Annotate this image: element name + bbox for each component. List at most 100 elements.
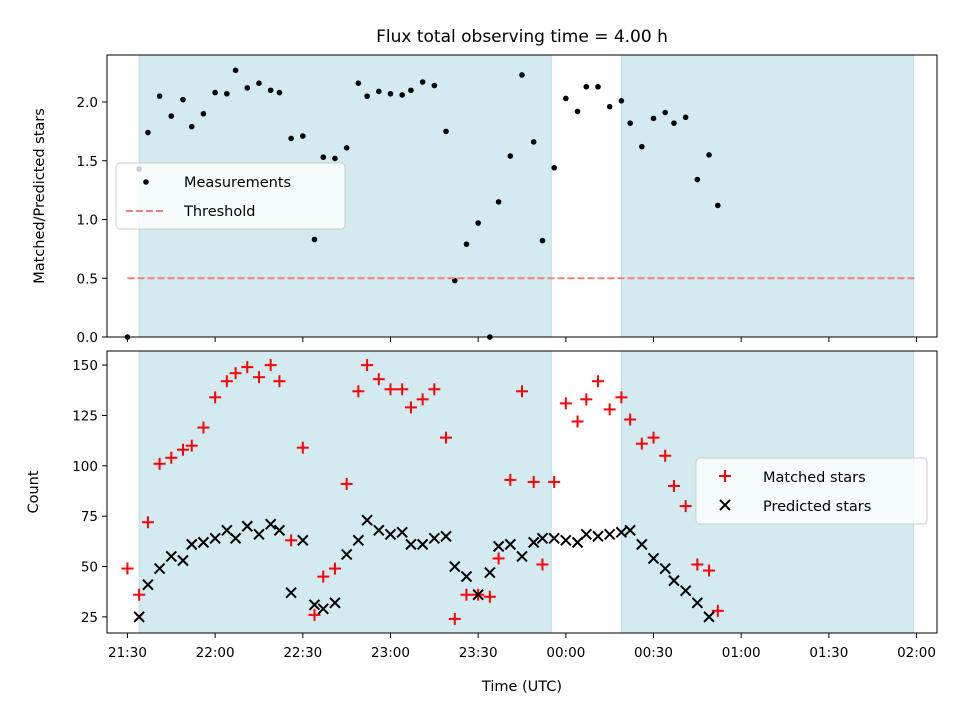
matched-star-point <box>548 475 561 488</box>
matched-star-point <box>591 375 604 388</box>
top-shaded-intervals <box>138 54 915 338</box>
predicted-star-point <box>484 566 496 579</box>
predicted-star-point <box>571 536 584 549</box>
measurement-point <box>244 85 251 91</box>
predicted-star-point <box>153 562 166 575</box>
matched-star-point <box>285 534 298 547</box>
top-y-tick-label: 2.0 <box>77 95 98 111</box>
measurement-point <box>682 114 689 121</box>
matched-star-point <box>340 477 353 490</box>
matched-star-point <box>516 385 528 398</box>
measurement-point <box>694 176 701 183</box>
predicted-star-point <box>592 530 604 543</box>
predicted-star-point <box>340 548 353 561</box>
measurement-point <box>639 143 645 150</box>
matched-star-point <box>580 393 593 406</box>
matched-star-point <box>241 361 254 374</box>
measurement-point <box>671 120 677 126</box>
predicted-star-point <box>352 534 365 547</box>
matched-star-point <box>384 383 397 396</box>
measurement-point <box>267 87 274 94</box>
predicted-star-point <box>209 532 221 545</box>
matched-star-point <box>711 604 724 617</box>
measurement-point <box>431 82 438 89</box>
matched-star-point <box>571 415 584 428</box>
predicted-star-point <box>416 538 429 551</box>
top-marks <box>124 67 917 340</box>
matched-star-point <box>615 391 628 404</box>
predicted-star-point <box>504 538 517 551</box>
matched-star-point <box>229 367 242 380</box>
measurement-point <box>355 80 362 86</box>
matched-star-point <box>317 570 330 583</box>
x-tick-label: 23:00 <box>371 645 410 661</box>
matched-star-point <box>185 439 198 452</box>
predicted-star-point <box>679 584 692 597</box>
measurement-point <box>408 87 414 94</box>
measurement-point <box>256 80 262 86</box>
measurement-point <box>156 93 163 99</box>
matched-star-point <box>536 558 549 571</box>
bottom-y-tick-label: 100 <box>72 459 98 475</box>
bottom-shaded-interval <box>138 350 552 634</box>
x-tick-label: 02:00 <box>897 645 936 661</box>
predicted-star-point <box>253 528 265 541</box>
matched-star-point <box>264 359 277 372</box>
legend-predicted-marker <box>719 499 731 511</box>
matched-star-point <box>133 588 146 601</box>
matched-star-point <box>504 473 517 486</box>
predicted-star-point <box>384 528 397 541</box>
predicted-star-point <box>405 538 417 551</box>
predicted-star-point <box>647 552 660 565</box>
top-legend-box <box>115 162 346 230</box>
measurement-point <box>320 154 327 161</box>
measurement-point <box>332 155 338 162</box>
matched-star-point <box>176 443 189 456</box>
legend-threshold-label: Threshold <box>183 204 255 220</box>
measurement-point <box>212 89 218 96</box>
top-plot-frame <box>106 54 938 338</box>
x-tick-label: 00:30 <box>634 645 673 661</box>
measurement-point <box>650 115 657 122</box>
measurement-point <box>539 237 546 244</box>
predicted-star-point <box>580 528 593 541</box>
matched-star-point <box>141 516 154 529</box>
x-tick-label: 01:00 <box>722 645 761 661</box>
measurement-point <box>574 108 581 115</box>
matched-star-point <box>460 588 473 601</box>
predicted-star-point <box>472 589 484 601</box>
predicted-star-point <box>460 570 473 583</box>
legend-matched-marker <box>719 470 731 482</box>
measurement-point <box>224 90 230 97</box>
measurement-point <box>419 79 426 85</box>
measurement-point <box>232 67 239 74</box>
x-tick-label: 22:30 <box>283 645 322 661</box>
measurement-point <box>715 202 721 209</box>
matched-star-point <box>492 552 505 565</box>
measurement-point <box>364 93 370 99</box>
bottom-plot-frame <box>106 350 938 634</box>
measurement-point <box>288 135 294 142</box>
measurement-point <box>627 120 633 126</box>
predicted-star-point <box>560 534 572 547</box>
measurement-point <box>399 92 405 98</box>
measurement-point <box>595 83 601 90</box>
matched-star-point <box>121 562 134 575</box>
bottom-panel: 25 50 75 100 125 150 21:30 22:00 22:30 23:00 23:30… <box>26 350 938 695</box>
top-y-tick-label: 0.5 <box>77 271 98 287</box>
predicted-star-point <box>603 528 616 541</box>
matched-star-point <box>153 457 166 470</box>
predicted-star-point <box>285 587 297 599</box>
predicted-star-point <box>703 611 715 623</box>
matched-star-point <box>404 401 417 414</box>
predicted-star-point <box>440 530 452 543</box>
predicted-star-point <box>273 524 286 536</box>
predicted-star-point <box>142 578 154 591</box>
top-y-axis-label: Matched/Predicted stars <box>32 108 48 284</box>
bottom-marks <box>121 359 724 625</box>
matched-star-point <box>296 441 309 454</box>
matched-star-point <box>635 437 648 450</box>
predicted-star-point <box>241 520 253 532</box>
top-axes: 0.0 0.5 1.0 1.5 2.0 <box>77 95 918 346</box>
matched-star-point <box>197 421 210 434</box>
